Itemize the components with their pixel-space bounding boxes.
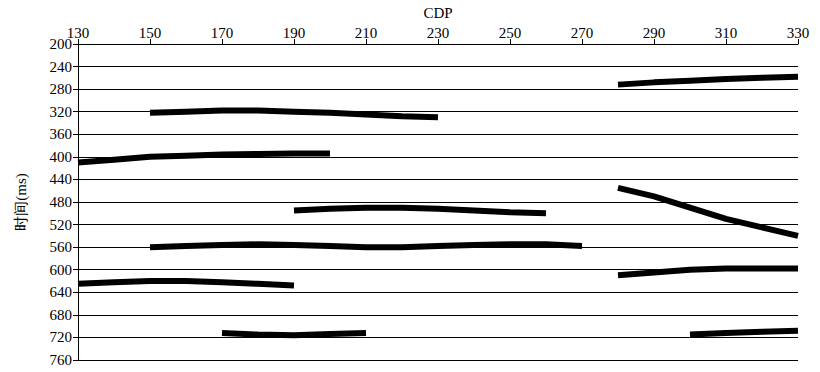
svg-text:360: 360: [50, 126, 73, 142]
svg-text:310: 310: [715, 25, 738, 41]
svg-text:270: 270: [571, 25, 594, 41]
svg-text:320: 320: [50, 104, 73, 120]
svg-text:600: 600: [50, 262, 73, 278]
svg-text:520: 520: [50, 217, 73, 233]
svg-text:240: 240: [50, 59, 73, 75]
svg-text:720: 720: [50, 329, 73, 345]
svg-text:560: 560: [50, 239, 73, 255]
svg-text:480: 480: [50, 194, 73, 210]
svg-text:400: 400: [50, 149, 73, 165]
svg-text:时间(ms): 时间(ms): [13, 173, 30, 231]
svg-text:330: 330: [787, 25, 810, 41]
svg-text:130: 130: [67, 25, 90, 41]
svg-text:230: 230: [427, 25, 450, 41]
svg-text:440: 440: [50, 171, 73, 187]
svg-text:190: 190: [283, 25, 306, 41]
svg-text:150: 150: [139, 25, 162, 41]
svg-text:CDP: CDP: [423, 5, 452, 21]
svg-text:280: 280: [50, 81, 73, 97]
svg-text:250: 250: [499, 25, 522, 41]
svg-text:200: 200: [49, 36, 72, 52]
svg-text:290: 290: [643, 25, 666, 41]
svg-text:640: 640: [50, 284, 73, 300]
svg-text:170: 170: [211, 25, 234, 41]
svg-text:210: 210: [355, 25, 378, 41]
svg-text:760: 760: [50, 352, 73, 368]
svg-text:680: 680: [50, 307, 73, 323]
